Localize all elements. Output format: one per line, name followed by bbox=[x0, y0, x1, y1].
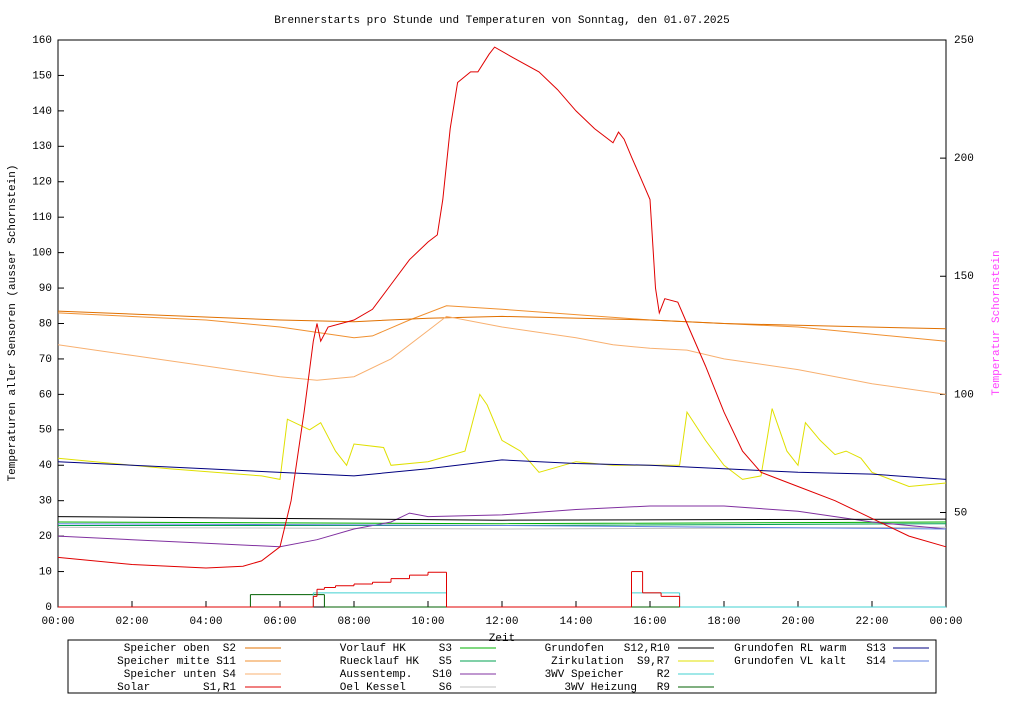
x-tick-label: 18:00 bbox=[707, 616, 740, 628]
y-tick-label: 120 bbox=[32, 177, 52, 189]
y-tick-label: 110 bbox=[32, 212, 52, 224]
y-tick-label: 150 bbox=[32, 70, 52, 82]
series-line bbox=[57, 505, 947, 548]
legend-label: Grundofen VL kalt S14 bbox=[734, 656, 886, 668]
y-tick-label: 30 bbox=[39, 496, 52, 508]
x-tick-label: 22:00 bbox=[855, 616, 888, 628]
series-line bbox=[57, 305, 947, 342]
legend-label: Speicher unten S4 bbox=[124, 669, 237, 681]
x-axis-label: Zeit bbox=[489, 633, 515, 645]
legend-label: 3WV Speicher R2 bbox=[545, 669, 670, 681]
y-tick-label: 60 bbox=[39, 389, 52, 401]
legend-label: Solar S1,R1 bbox=[117, 682, 236, 694]
legend-label: Ruecklauf HK S5 bbox=[340, 656, 452, 668]
legend-label: Aussentemp. S10 bbox=[340, 669, 452, 681]
x-tick-label: 02:00 bbox=[115, 616, 148, 628]
x-tick-label: 04:00 bbox=[189, 616, 222, 628]
chart-title: Brennerstarts pro Stunde und Temperature… bbox=[274, 15, 729, 27]
x-tick-label: 06:00 bbox=[263, 616, 296, 628]
x-tick-label: 12:00 bbox=[485, 616, 518, 628]
y-tick-label: 130 bbox=[32, 141, 52, 153]
y-tick-label: 140 bbox=[32, 106, 52, 118]
legend-label: Oel Kessel S6 bbox=[340, 682, 452, 694]
y-tick-label: 70 bbox=[39, 354, 52, 366]
series-line bbox=[57, 459, 947, 480]
y-tick-label: 0 bbox=[45, 602, 52, 614]
legend-label: Grundofen RL warm S13 bbox=[734, 643, 886, 655]
y-tick-label: 50 bbox=[39, 425, 52, 437]
legend-label: Grundofen S12,R10 bbox=[545, 643, 670, 655]
y2-axis-label: Temperatur Schornstein bbox=[991, 250, 1003, 395]
y-tick-label: 20 bbox=[39, 531, 52, 543]
legend-label: Vorlauf HK S3 bbox=[340, 643, 452, 655]
x-tick-label: 00:00 bbox=[929, 616, 962, 628]
y-tick-label: 10 bbox=[39, 566, 52, 578]
y2-tick-label: 50 bbox=[954, 507, 967, 519]
legend-label: 3WV Heizung R9 bbox=[564, 682, 670, 694]
y2-tick-label: 150 bbox=[954, 271, 974, 283]
y-tick-label: 90 bbox=[39, 283, 52, 295]
series-line bbox=[57, 516, 947, 521]
legend-label: Speicher oben S2 bbox=[124, 643, 236, 655]
x-tick-label: 10:00 bbox=[411, 616, 444, 628]
y2-tick-label: 200 bbox=[954, 153, 974, 165]
series-line bbox=[57, 315, 947, 395]
x-tick-label: 20:00 bbox=[781, 616, 814, 628]
y2-tick-label: 250 bbox=[954, 35, 974, 47]
y-axis-label: Temperaturen aller Sensoren (ausser Scho… bbox=[7, 165, 19, 482]
legend-label: Speicher mitte S11 bbox=[117, 656, 236, 668]
x-tick-label: 14:00 bbox=[559, 616, 592, 628]
legend-label: Zirkulation S9,R7 bbox=[551, 656, 670, 668]
x-tick-label: 16:00 bbox=[633, 616, 666, 628]
series-line bbox=[57, 523, 947, 530]
x-tick-label: 08:00 bbox=[337, 616, 370, 628]
legend-frame bbox=[67, 639, 937, 694]
y-tick-label: 80 bbox=[39, 318, 52, 330]
y2-tick-label: 100 bbox=[954, 389, 974, 401]
y-tick-label: 160 bbox=[32, 35, 52, 47]
y-tick-label: 100 bbox=[32, 248, 52, 260]
series-line bbox=[57, 521, 947, 525]
x-tick-label: 00:00 bbox=[41, 616, 74, 628]
series-line bbox=[57, 46, 947, 569]
plot-frame bbox=[57, 39, 947, 608]
series-line bbox=[57, 310, 947, 330]
y-tick-label: 40 bbox=[39, 460, 52, 472]
